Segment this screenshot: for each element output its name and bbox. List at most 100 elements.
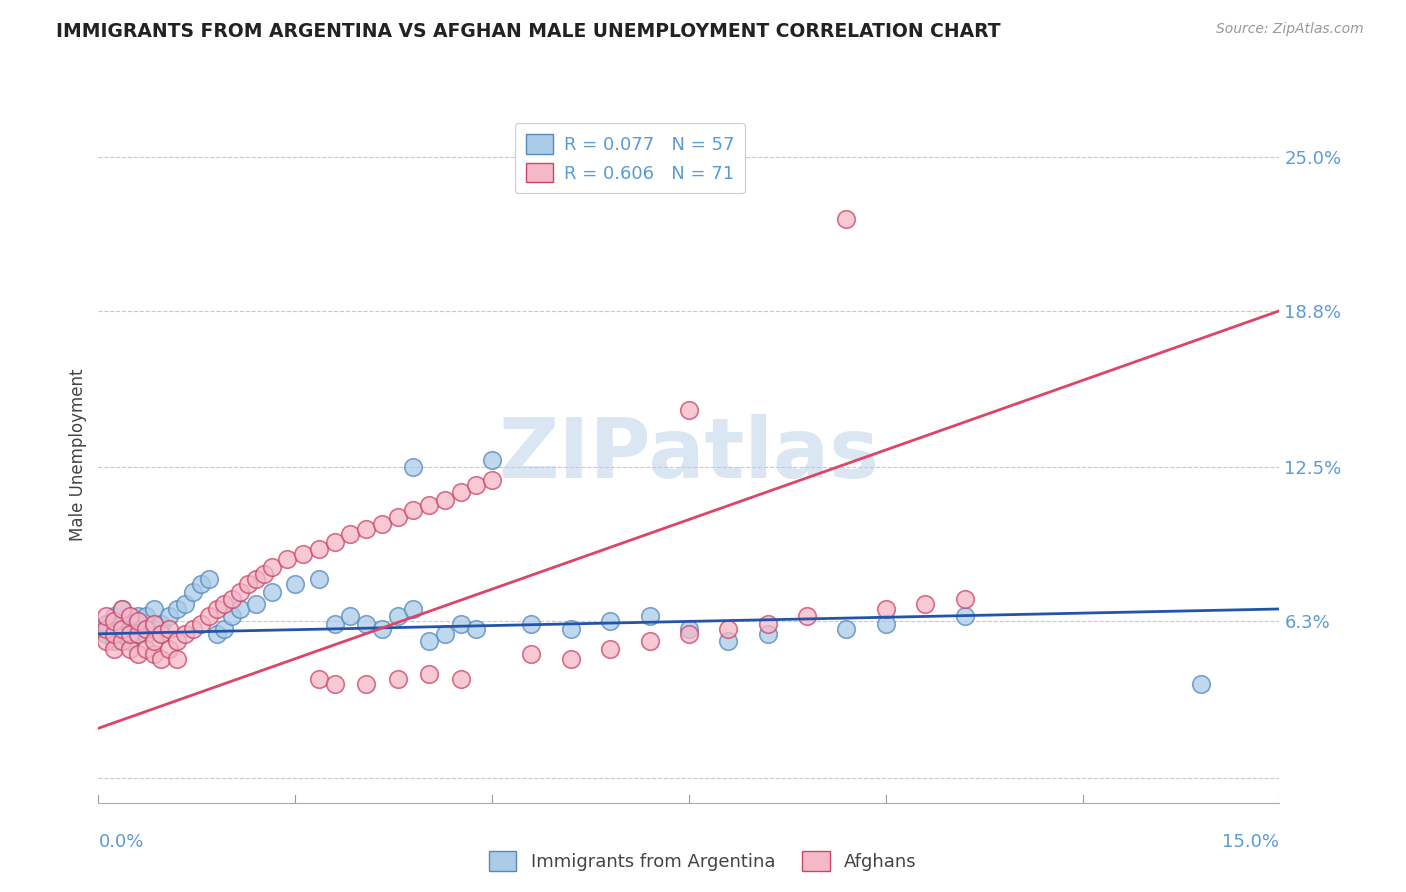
Point [292,547,315,561]
Point [520,647,543,661]
Point [354,676,377,690]
Point [96,609,118,624]
Point [465,477,488,491]
Point [142,602,165,616]
Point [127,609,149,624]
Point [402,502,425,516]
Point [678,403,700,417]
Point [103,641,125,656]
Point [418,634,440,648]
Point [103,627,125,641]
Point [111,602,134,616]
Point [118,641,141,656]
Point [387,672,409,686]
Point [560,622,582,636]
Point [174,627,197,641]
Point [387,609,409,624]
Point [465,622,488,636]
Point [323,616,346,631]
Point [450,672,472,686]
Point [190,616,212,631]
Point [103,634,125,648]
Point [221,609,243,624]
Point [433,492,456,507]
Point [214,622,236,636]
Point [450,616,472,631]
Point [875,616,897,631]
Point [284,577,307,591]
Point [260,559,283,574]
Point [118,634,141,648]
Legend: Immigrants from Argentina, Afghans: Immigrants from Argentina, Afghans [482,844,924,879]
Point [560,651,582,665]
Legend: R = 0.077   N = 57, R = 0.606   N = 71: R = 0.077 N = 57, R = 0.606 N = 71 [515,123,745,194]
Point [103,615,125,629]
Point [190,577,212,591]
Point [756,616,779,631]
Point [796,609,818,624]
Point [111,616,134,631]
Point [339,609,361,624]
Point [157,609,180,624]
Point [197,609,219,624]
Point [481,473,503,487]
Point [599,641,621,656]
Point [229,602,252,616]
Point [174,597,197,611]
Point [1189,676,1212,690]
Point [142,634,165,648]
Point [354,523,377,537]
Point [135,627,157,641]
Point [717,634,740,648]
Point [205,602,228,616]
Point [135,609,157,624]
Point [118,622,141,636]
Point [402,460,425,475]
Point [157,622,180,636]
Point [402,602,425,616]
Point [96,622,118,636]
Point [135,641,157,656]
Point [418,498,440,512]
Point [150,651,173,665]
Point [354,616,377,631]
Point [433,627,456,641]
Point [205,627,228,641]
Point [450,485,472,500]
Point [756,627,779,641]
Point [481,453,503,467]
Point [835,211,858,226]
Point [150,616,173,631]
Point [166,634,188,648]
Point [835,622,858,636]
Point [339,527,361,541]
Point [166,651,188,665]
Point [96,616,118,631]
Point [214,597,236,611]
Point [142,647,165,661]
Point [308,672,330,686]
Point [127,627,149,641]
Point [308,572,330,586]
Point [111,622,134,636]
Point [260,584,283,599]
Point [953,609,976,624]
Point [135,622,157,636]
Point [96,634,118,648]
Point [103,609,125,624]
Point [221,592,243,607]
Point [678,622,700,636]
Point [127,627,149,641]
Point [371,517,394,532]
Point [599,615,621,629]
Point [111,602,134,616]
Point [253,567,276,582]
Point [197,572,219,586]
Point [276,552,298,566]
Text: 0.0%: 0.0% [98,832,143,851]
Point [142,616,165,631]
Point [118,609,141,624]
Y-axis label: Male Unemployment: Male Unemployment [69,368,87,541]
Point [229,584,252,599]
Point [96,627,118,641]
